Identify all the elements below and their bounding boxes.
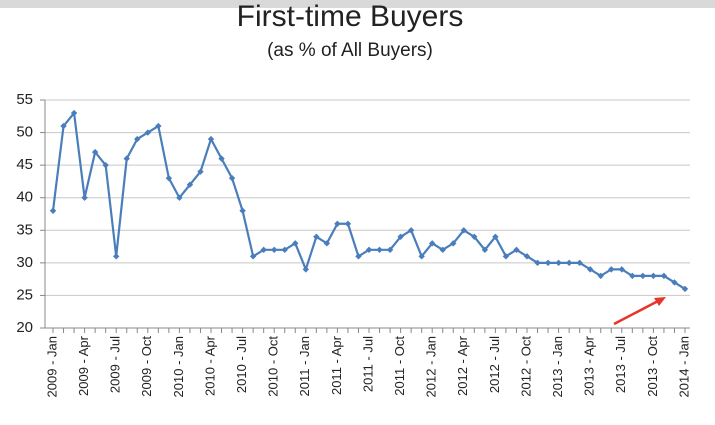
- data-marker: [555, 259, 562, 267]
- data-marker: [450, 240, 457, 247]
- x-tick-label: 2012 - Apr: [455, 335, 470, 396]
- data-marker: [249, 253, 257, 260]
- x-tick-label: 2014 - Jan: [676, 336, 691, 397]
- y-tick-label: 45: [16, 156, 33, 173]
- x-tick-label: 2012 - Oct: [518, 336, 533, 397]
- chart-subtitle: (as % of All Buyers): [267, 40, 433, 61]
- data-marker: [671, 279, 678, 286]
- data-marker: [418, 253, 425, 260]
- data-marker: [102, 161, 109, 169]
- data-marker: [81, 194, 88, 201]
- data-marker: [334, 220, 341, 227]
- data-marker: [629, 272, 636, 280]
- data-marker: [271, 246, 278, 254]
- data-marker: [228, 174, 236, 182]
- data-marker: [134, 135, 141, 143]
- data-marker: [144, 129, 151, 136]
- y-tick-label: 25: [16, 286, 33, 303]
- y-tick-label: 50: [16, 124, 33, 141]
- annotation-arrow: [613, 297, 666, 326]
- data-marker: [471, 233, 478, 240]
- data-marker: [534, 259, 541, 267]
- top-bar: [0, 0, 715, 8]
- y-tick-label: 35: [16, 221, 33, 238]
- data-marker: [429, 240, 436, 247]
- x-tick-label: 2013 - Apr: [582, 335, 597, 396]
- data-marker: [355, 253, 362, 260]
- x-tick-label: 2012 - Jul: [487, 336, 502, 393]
- data-marker: [481, 246, 489, 254]
- data-marker: [281, 246, 288, 254]
- data-marker: [91, 148, 99, 156]
- x-tick-label: 2010 - Apr: [202, 335, 217, 396]
- data-marker: [323, 240, 331, 247]
- x-tick-label: 2009 - Jan: [44, 336, 59, 397]
- data-marker: [650, 272, 657, 280]
- x-tick-label: 2010 - Oct: [266, 336, 281, 397]
- data-marker: [513, 246, 520, 254]
- x-tick-label: 2013 - Oct: [645, 336, 660, 397]
- x-tick-label: 2010 - Jul: [234, 336, 249, 393]
- data-marker: [544, 259, 552, 267]
- y-tick-label: 20: [16, 319, 33, 336]
- x-tick-label: 2009 - Apr: [76, 335, 91, 396]
- x-tick-label: 2011 - Oct: [392, 336, 407, 396]
- data-marker: [292, 240, 299, 247]
- data-marker: [344, 220, 352, 227]
- data-marker: [260, 246, 267, 254]
- data-marker: [302, 266, 309, 273]
- data-marker: [397, 233, 404, 240]
- chart-title: First-time Buyers: [237, 0, 464, 33]
- data-marker: [597, 272, 604, 280]
- data-marker: [113, 253, 120, 260]
- x-tick-label: 2010 - Jan: [171, 336, 186, 397]
- data-marker: [386, 246, 394, 254]
- data-marker: [407, 227, 415, 234]
- data-marker: [576, 259, 583, 267]
- y-tick-label: 40: [16, 189, 33, 206]
- data-marker: [439, 246, 446, 254]
- data-marker: [197, 168, 204, 175]
- data-marker: [218, 155, 225, 162]
- x-tick-label: 2009 - Oct: [139, 336, 154, 397]
- data-marker: [639, 272, 647, 280]
- data-marker: [155, 122, 162, 130]
- data-marker: [70, 109, 78, 117]
- data-marker: [376, 246, 383, 254]
- data-marker: [608, 266, 615, 273]
- x-tick-label: 2013 - Jul: [613, 336, 628, 393]
- data-marker: [587, 266, 594, 273]
- data-marker: [165, 174, 173, 182]
- data-marker: [492, 233, 499, 240]
- data-marker: [523, 253, 531, 260]
- data-marker: [502, 253, 510, 260]
- data-marker: [186, 181, 194, 188]
- x-tick-label: 2011 - Apr: [329, 335, 344, 395]
- data-marker: [49, 207, 57, 214]
- x-tick-label: 2011 - Jul: [360, 336, 375, 392]
- data-marker: [207, 135, 215, 143]
- data-marker: [565, 259, 573, 267]
- data-marker: [681, 285, 689, 293]
- data-marker: [176, 194, 183, 201]
- data-marker: [313, 233, 320, 240]
- data-marker: [618, 266, 625, 273]
- x-tick-label: 2013 - Jan: [550, 336, 565, 397]
- y-tick-label: 30: [16, 254, 33, 271]
- data-marker: [365, 246, 373, 254]
- y-tick-label: 55: [16, 91, 33, 108]
- x-tick-label: 2009 - Jul: [108, 336, 123, 393]
- x-tick-label: 2011 - Jan: [297, 336, 312, 396]
- x-tick-label: 2012 - Jan: [424, 336, 439, 397]
- data-marker: [60, 122, 67, 130]
- data-marker: [123, 155, 130, 162]
- data-marker: [239, 207, 246, 214]
- data-marker: [460, 227, 467, 234]
- data-marker: [660, 272, 668, 280]
